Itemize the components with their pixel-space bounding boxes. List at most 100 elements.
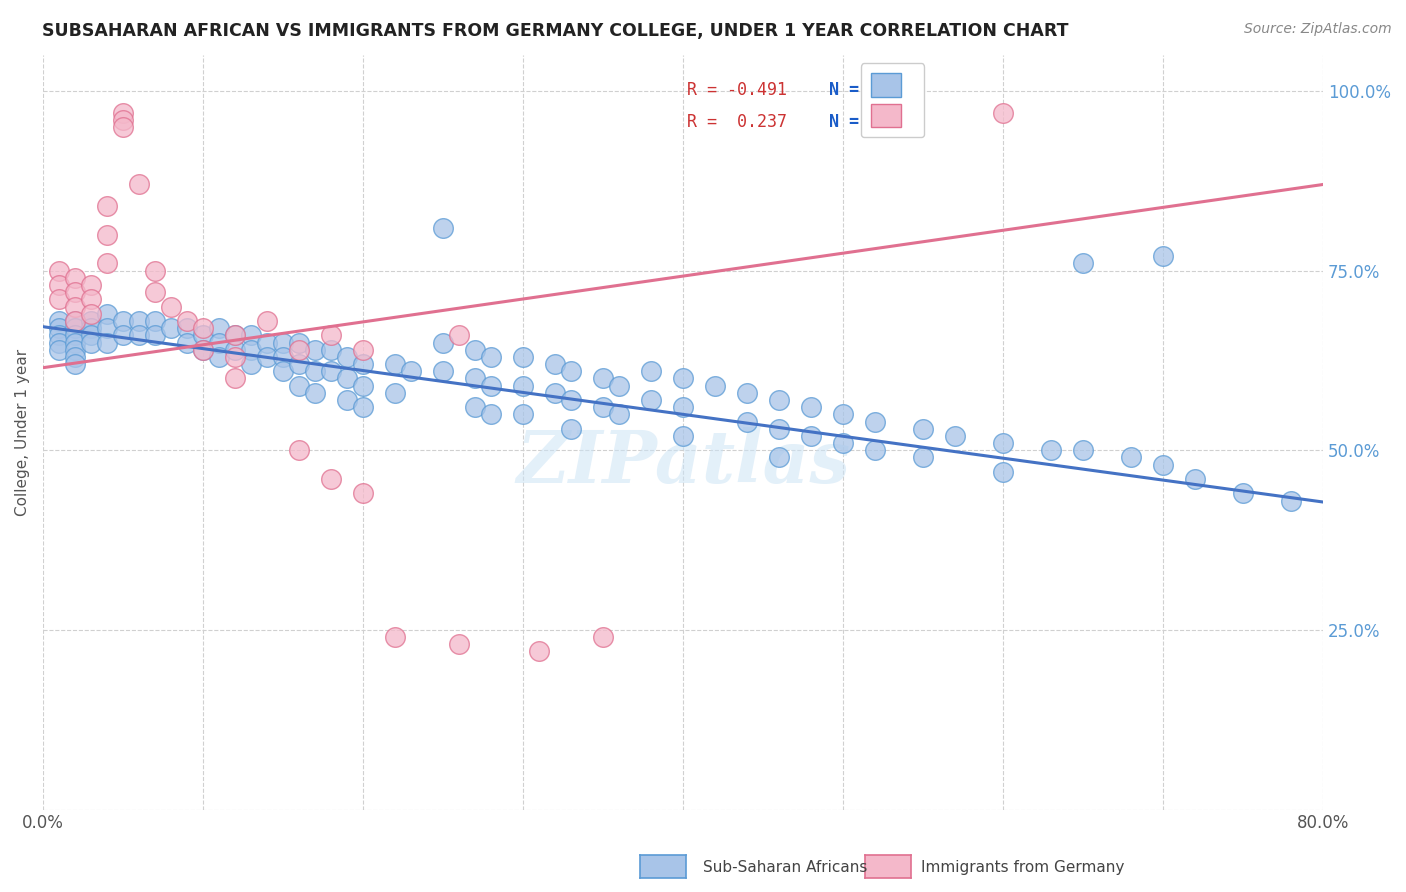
Point xyxy=(240,343,263,357)
Point xyxy=(352,400,374,414)
Point xyxy=(143,263,166,277)
Point xyxy=(912,422,935,436)
Point xyxy=(256,350,278,364)
Point xyxy=(592,400,614,414)
Point xyxy=(607,408,630,422)
Point xyxy=(1040,443,1063,458)
Point xyxy=(63,300,86,314)
Point xyxy=(352,357,374,371)
Point xyxy=(143,285,166,300)
Point xyxy=(63,335,86,350)
Point xyxy=(464,343,486,357)
Point xyxy=(352,486,374,500)
Text: Immigrants from Germany: Immigrants from Germany xyxy=(921,860,1125,874)
Point xyxy=(449,637,471,651)
Point xyxy=(240,328,263,343)
Point xyxy=(160,321,183,335)
Point xyxy=(991,105,1014,120)
Point xyxy=(224,328,246,343)
Text: Source: ZipAtlas.com: Source: ZipAtlas.com xyxy=(1244,22,1392,37)
Point xyxy=(224,343,246,357)
Point xyxy=(240,357,263,371)
Point xyxy=(560,422,582,436)
Point xyxy=(193,328,215,343)
Point xyxy=(512,378,534,392)
Point xyxy=(512,408,534,422)
Text: R = -0.491: R = -0.491 xyxy=(688,81,787,99)
Point xyxy=(560,364,582,378)
Point xyxy=(479,408,502,422)
Point xyxy=(432,335,454,350)
Point xyxy=(224,350,246,364)
Point xyxy=(432,220,454,235)
Point xyxy=(288,443,311,458)
Point xyxy=(704,378,727,392)
Point xyxy=(288,335,311,350)
Point xyxy=(256,314,278,328)
Point xyxy=(48,328,70,343)
Point xyxy=(63,285,86,300)
Point xyxy=(800,400,823,414)
Point xyxy=(1152,249,1174,263)
Point xyxy=(1232,486,1254,500)
Point xyxy=(544,385,567,400)
Point xyxy=(912,450,935,465)
Point xyxy=(143,328,166,343)
Point xyxy=(832,408,855,422)
Point xyxy=(640,392,662,407)
Point xyxy=(432,364,454,378)
Point xyxy=(640,364,662,378)
Point xyxy=(80,314,103,328)
Point xyxy=(464,371,486,385)
Text: N = 84: N = 84 xyxy=(830,81,889,99)
Point xyxy=(607,378,630,392)
Point xyxy=(143,314,166,328)
Point xyxy=(176,335,198,350)
Point xyxy=(48,335,70,350)
Point xyxy=(336,392,359,407)
Point xyxy=(863,415,886,429)
Point xyxy=(63,343,86,357)
Point xyxy=(863,443,886,458)
Point xyxy=(96,256,118,270)
Point xyxy=(63,321,86,335)
Point xyxy=(1184,472,1206,486)
Point xyxy=(96,335,118,350)
Point xyxy=(544,357,567,371)
Point xyxy=(48,343,70,357)
Point xyxy=(735,385,758,400)
Point xyxy=(1279,493,1302,508)
Text: SUBSAHARAN AFRICAN VS IMMIGRANTS FROM GERMANY COLLEGE, UNDER 1 YEAR CORRELATION : SUBSAHARAN AFRICAN VS IMMIGRANTS FROM GE… xyxy=(42,22,1069,40)
Point xyxy=(80,307,103,321)
Point xyxy=(48,263,70,277)
Point xyxy=(63,350,86,364)
Point xyxy=(672,429,695,443)
Point xyxy=(304,364,326,378)
Point xyxy=(176,314,198,328)
Point xyxy=(768,450,790,465)
Point xyxy=(672,400,695,414)
Point xyxy=(304,343,326,357)
Point xyxy=(384,357,406,371)
Point xyxy=(672,371,695,385)
Text: ZIPatlas: ZIPatlas xyxy=(516,427,851,498)
Point xyxy=(399,364,422,378)
Point xyxy=(208,335,231,350)
Point xyxy=(80,335,103,350)
Point xyxy=(735,415,758,429)
Point xyxy=(224,371,246,385)
Point xyxy=(304,385,326,400)
Point xyxy=(128,328,150,343)
Point xyxy=(193,343,215,357)
Point xyxy=(112,120,135,134)
Point xyxy=(271,335,294,350)
Point xyxy=(224,328,246,343)
Point xyxy=(208,350,231,364)
Point xyxy=(288,357,311,371)
Point xyxy=(768,422,790,436)
Point xyxy=(479,378,502,392)
Text: N = 41: N = 41 xyxy=(830,112,889,130)
Point xyxy=(48,278,70,293)
Point xyxy=(271,364,294,378)
Point xyxy=(63,314,86,328)
